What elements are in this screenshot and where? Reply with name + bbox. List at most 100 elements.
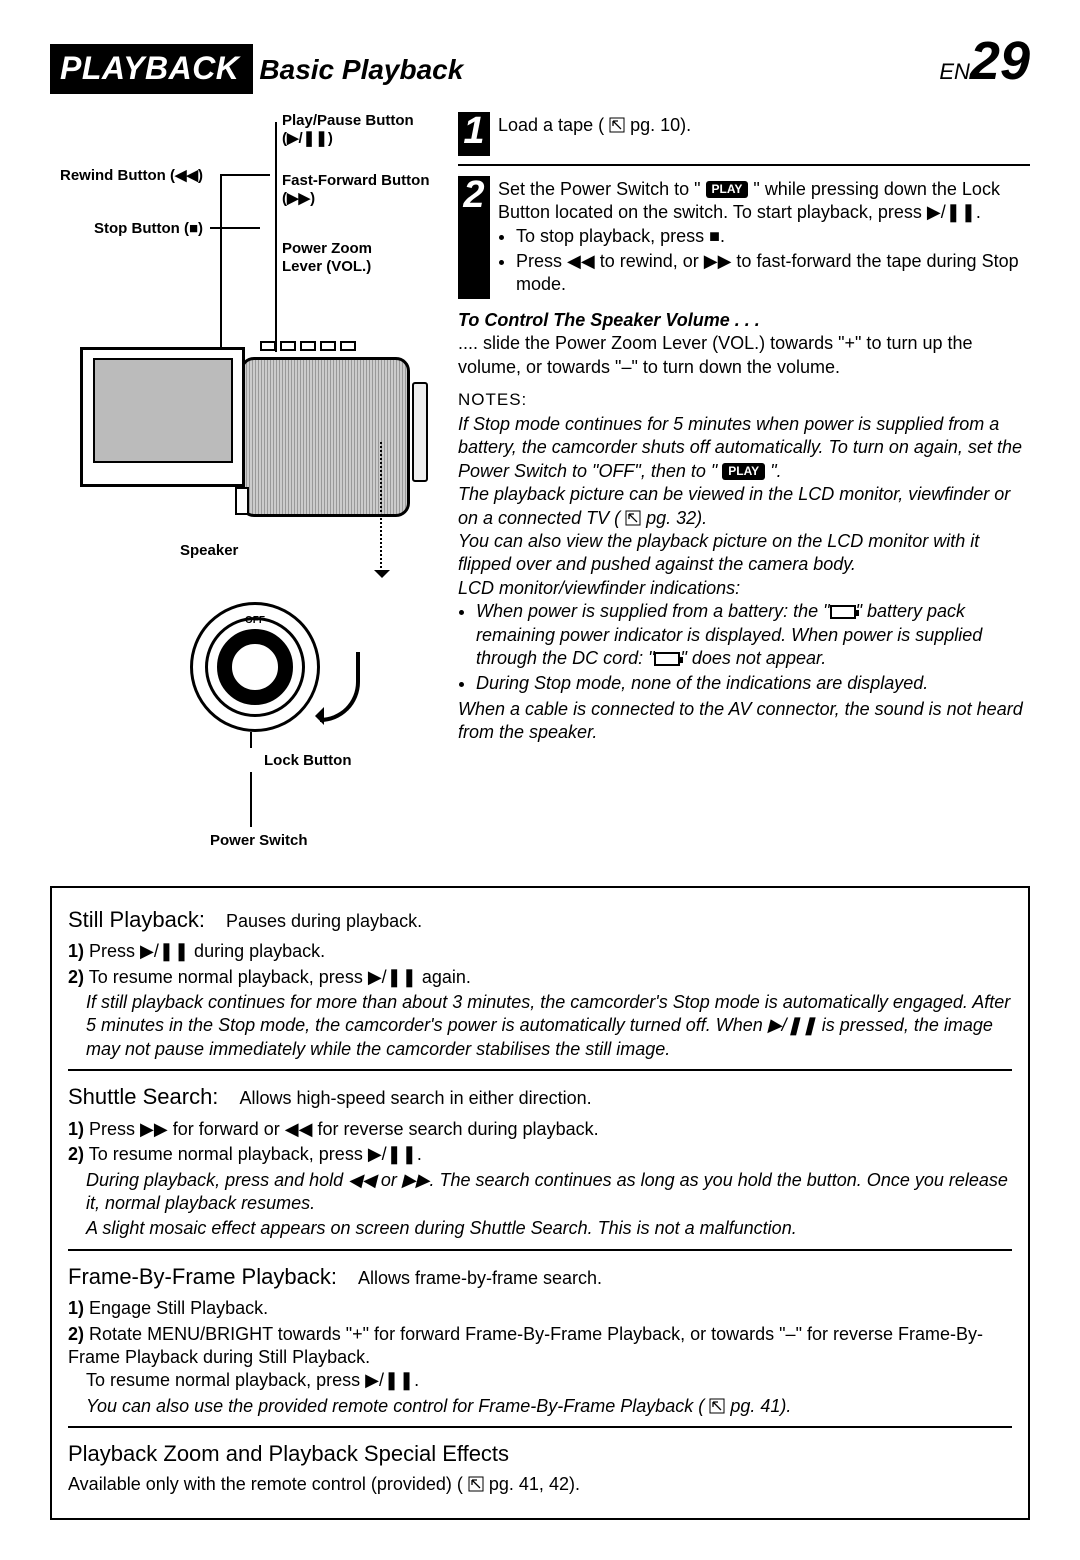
note-4-bullets: When power is supplied from a battery: t… bbox=[458, 600, 1030, 696]
playback-zoom-section: Playback Zoom and Playback Special Effec… bbox=[68, 1426, 1012, 1504]
note-1b: ". bbox=[770, 461, 781, 481]
notes-body: If Stop mode continues for 5 minutes whe… bbox=[458, 413, 1030, 744]
diagram-column: Play/Pause Button (▶/❚❚) Rewind Button (… bbox=[50, 112, 440, 872]
still-title: Still Playback: bbox=[68, 907, 205, 932]
volume-heading: To Control The Speaker Volume . . . bbox=[458, 309, 1030, 332]
list-item: 1) Engage Still Playback. bbox=[68, 1297, 1012, 1320]
shuttle-note-2: A slight mosaic effect appears on screen… bbox=[68, 1217, 1012, 1240]
camcorder-main bbox=[240, 357, 410, 517]
dial-off-label: OFF bbox=[243, 614, 267, 627]
still-note: If still playback continues for more tha… bbox=[68, 991, 1012, 1061]
note-4-bullet-1: When power is supplied from a battery: t… bbox=[476, 600, 1030, 670]
page-ref-icon bbox=[625, 510, 641, 526]
note-2a: The playback picture can be viewed in th… bbox=[458, 484, 1010, 527]
note-4b1a: When power is supplied from a battery: t… bbox=[476, 601, 830, 621]
note-4: LCD monitor/viewfinder indications: bbox=[458, 578, 740, 598]
notes-heading: NOTES: bbox=[458, 389, 1030, 411]
frame-title: Frame-By-Frame Playback: bbox=[68, 1264, 337, 1289]
label-ffwd: Fast-Forward Button (▶▶) bbox=[282, 172, 430, 208]
shuttle-search-section: Shuttle Search: Allows high-speed search… bbox=[68, 1069, 1012, 1249]
still-desc: Pauses during playback. bbox=[226, 911, 422, 931]
dotted-leader bbox=[380, 442, 382, 572]
list-item: 2) To resume normal playback, press ▶/❚❚… bbox=[68, 966, 1012, 989]
label-power-switch: Power Switch bbox=[210, 832, 308, 850]
upper-columns: Play/Pause Button (▶/❚❚) Rewind Button (… bbox=[50, 112, 1030, 872]
title-main: PLAYBACK bbox=[60, 50, 239, 86]
shuttle-note-1: During playback, press and hold ◀◀ or ▶▶… bbox=[68, 1169, 1012, 1216]
label-ffwd-text: Fast-Forward Button bbox=[282, 172, 430, 189]
frame-steps: 1) Engage Still Playback. 2) Rotate MENU… bbox=[68, 1297, 1012, 1393]
camcorder-lens bbox=[412, 382, 428, 482]
shuttle-step-2: To resume normal playback, press ▶/❚❚. bbox=[89, 1144, 422, 1164]
page-ref-icon bbox=[709, 1398, 725, 1414]
step-2-body: Set the Power Switch to " PLAY " while p… bbox=[498, 176, 1030, 299]
step-1-text: Load a tape ( bbox=[498, 115, 604, 135]
dial-rotate-arrow-icon bbox=[320, 652, 360, 722]
still-steps: 1) Press ▶/❚❚ during playback. 2) To res… bbox=[68, 940, 1012, 989]
label-power-zoom: Power Zoom Lever (VOL.) bbox=[282, 240, 372, 276]
note-3: You can also view the playback picture o… bbox=[458, 531, 979, 574]
note-2b: pg. 32). bbox=[646, 508, 707, 528]
camcorder-body bbox=[80, 337, 420, 537]
label-rewind: Rewind Button (◀◀) bbox=[60, 167, 203, 185]
frame-step-2b: To resume normal playback, press ▶/❚❚. bbox=[68, 1369, 419, 1392]
step-2-bullets: To stop playback, press ■. Press ◀◀ to r… bbox=[498, 225, 1030, 297]
dial-center bbox=[229, 641, 281, 693]
step-2-bullet: Press ◀◀ to rewind, or ▶▶ to fast-forwar… bbox=[516, 250, 1030, 297]
frame-step-1: Engage Still Playback. bbox=[89, 1298, 268, 1318]
leader-line bbox=[250, 772, 252, 827]
note-5: When a cable is connected to the AV conn… bbox=[458, 699, 1023, 742]
step-1: 1 Load a tape ( pg. 10). bbox=[458, 112, 1030, 156]
camcorder-hinge bbox=[235, 487, 249, 515]
arrow-down-icon bbox=[374, 570, 390, 586]
zoom-text-ref: pg. 41, 42). bbox=[489, 1474, 580, 1494]
page-lang: EN bbox=[939, 59, 970, 84]
instructions-column: 1 Load a tape ( pg. 10). 2 Set the Power… bbox=[458, 112, 1030, 872]
leader-line bbox=[220, 174, 222, 352]
still-step-2: To resume normal playback, press ▶/❚❚ ag… bbox=[89, 967, 471, 987]
battery-icon bbox=[654, 652, 680, 666]
label-play-pause: Play/Pause Button (▶/❚❚) bbox=[282, 112, 414, 148]
shuttle-step-1: Press ▶▶ for forward or ◀◀ for reverse s… bbox=[89, 1119, 599, 1139]
zoom-text: Available only with the remote control (… bbox=[68, 1474, 463, 1494]
note-4b1c: " does not appear. bbox=[680, 648, 826, 668]
playback-modes-box: Still Playback: Pauses during playback. … bbox=[50, 886, 1030, 1521]
label-lock: Lock Button bbox=[264, 752, 352, 770]
zoom-title: Playback Zoom and Playback Special Effec… bbox=[68, 1440, 1012, 1469]
leader-line bbox=[275, 122, 277, 352]
list-item: 1) Press ▶▶ for forward or ◀◀ for revers… bbox=[68, 1118, 1012, 1141]
leader-line bbox=[210, 227, 260, 229]
shuttle-desc: Allows high-speed search in either direc… bbox=[239, 1088, 591, 1108]
step-1-ref: pg. 10). bbox=[630, 115, 691, 135]
step-number: 2 bbox=[458, 176, 490, 299]
frame-note: You can also use the provided remote con… bbox=[68, 1395, 1012, 1418]
title-subtitle: Basic Playback bbox=[253, 48, 477, 92]
battery-icon bbox=[830, 605, 856, 619]
frame-note-ref: pg. 41). bbox=[730, 1396, 791, 1416]
frame-note-text: You can also use the provided remote con… bbox=[86, 1396, 704, 1416]
label-play-pause-text: Play/Pause Button bbox=[282, 112, 414, 129]
title-box: PLAYBACK Basic Playback bbox=[50, 44, 477, 94]
note-4-bullet-2: During Stop mode, none of the indication… bbox=[476, 672, 1030, 695]
step-number: 1 bbox=[458, 112, 490, 156]
dial-band bbox=[217, 629, 293, 705]
label-speaker: Speaker bbox=[180, 542, 238, 560]
leader-line bbox=[250, 732, 252, 748]
still-step-1: Press ▶/❚❚ during playback. bbox=[89, 941, 325, 961]
leader-line bbox=[220, 174, 270, 176]
camcorder-top-buttons bbox=[260, 341, 356, 351]
still-playback-section: Still Playback: Pauses during playback. … bbox=[68, 898, 1012, 1070]
frame-desc: Allows frame-by-frame search. bbox=[358, 1268, 602, 1288]
page-num: 29 bbox=[970, 31, 1030, 91]
camcorder-lcd bbox=[80, 347, 245, 487]
step-2: 2 Set the Power Switch to " PLAY " while… bbox=[458, 176, 1030, 299]
label-play-pause-sym: (▶/❚❚) bbox=[282, 130, 333, 147]
divider bbox=[458, 164, 1030, 166]
shuttle-steps: 1) Press ▶▶ for forward or ◀◀ for revers… bbox=[68, 1118, 1012, 1167]
step-2-text-a: Set the Power Switch to " bbox=[498, 179, 700, 199]
play-badge: PLAY bbox=[722, 463, 765, 481]
step-1-body: Load a tape ( pg. 10). bbox=[498, 112, 691, 156]
zoom-text-line: Available only with the remote control (… bbox=[68, 1473, 1012, 1496]
frame-step-2: Rotate MENU/BRIGHT towards "+" for forwa… bbox=[68, 1324, 983, 1367]
label-power-zoom-1: Power Zoom bbox=[282, 240, 372, 257]
